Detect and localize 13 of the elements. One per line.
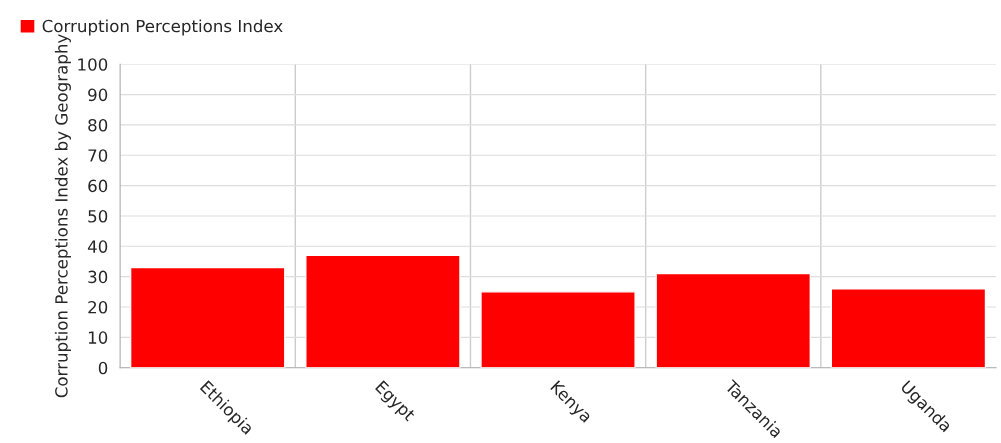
y-tick-label: 60 [88,179,108,193]
y-tick-label: 100 [78,58,108,71]
y-tick-label: 30 [88,270,108,284]
y-tick-label: 90 [88,88,108,102]
y-tick-label: 10 [88,331,108,344]
y-axis-title: Corruption Perceptions Index by Geography [54,34,71,398]
y-tick-label: 70 [88,149,108,162]
y-tick-label: 40 [87,240,108,253]
legend-label: Corruption Perceptions Index [42,19,283,36]
y-tick-label: 80 [88,118,108,132]
y-tick-label: 20 [88,300,108,314]
y-tick-label: 50 [88,209,108,223]
y-tick-label: 0 [98,361,108,375]
